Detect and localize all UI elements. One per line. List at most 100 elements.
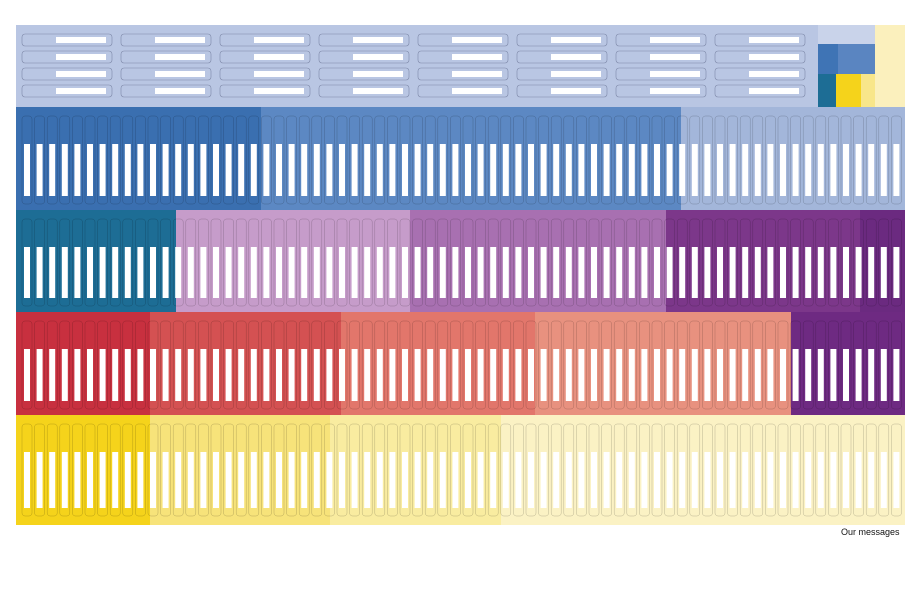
tag-label — [414, 349, 421, 401]
tag-outline — [399, 218, 411, 307]
tag-label — [749, 88, 799, 94]
tag-label — [792, 247, 799, 298]
tag-label — [780, 349, 786, 401]
tag-outline — [777, 218, 789, 307]
tag-outline — [172, 218, 184, 307]
tag-label — [616, 247, 623, 298]
tag-outline — [210, 115, 222, 205]
tag-outline — [487, 320, 499, 410]
tag-outline — [702, 115, 713, 205]
tag-label — [650, 37, 700, 43]
tag-outline — [790, 115, 801, 205]
tag-outline — [878, 320, 890, 410]
tag-label — [124, 452, 131, 508]
tag-label — [817, 349, 824, 401]
tag-outline — [412, 218, 423, 307]
tag-outline — [349, 115, 360, 205]
tag-outline — [21, 33, 113, 47]
caption: Our messages — [841, 527, 900, 537]
tag-outline — [374, 115, 386, 205]
tag-label — [200, 452, 207, 508]
tag-outline — [765, 320, 776, 410]
tag-outline — [336, 423, 348, 517]
tag-outline — [626, 423, 638, 517]
tag-label — [250, 349, 257, 401]
tag-label — [87, 452, 93, 508]
tag-outline — [615, 67, 707, 81]
tag-label — [679, 247, 686, 298]
tag-label — [389, 144, 396, 196]
tag-outline — [651, 320, 663, 410]
tag-label — [616, 349, 623, 401]
tag-label — [515, 144, 522, 196]
tag-label — [490, 247, 497, 298]
tag-label — [729, 247, 736, 298]
tag-label — [254, 88, 304, 94]
tag-label — [56, 37, 106, 43]
tag-outline — [248, 115, 260, 205]
tag-outline — [223, 218, 234, 307]
tag-outline — [563, 115, 575, 205]
tag-outline — [878, 218, 890, 307]
tag-outline — [588, 423, 600, 517]
tag-outline — [639, 218, 650, 307]
tag-outline — [878, 115, 890, 205]
tag-label — [628, 247, 635, 298]
tag-outline — [97, 115, 108, 205]
tag-label — [502, 452, 509, 508]
tag-outline — [336, 218, 348, 307]
tag-outline — [462, 320, 474, 410]
tag-label — [691, 452, 698, 508]
tag-outline — [21, 67, 113, 81]
tag-outline — [615, 84, 707, 98]
tag-label — [780, 144, 786, 196]
tag-outline — [417, 50, 509, 64]
tag-label — [553, 349, 560, 401]
tag-outline — [613, 423, 625, 517]
tag-outline — [702, 423, 713, 517]
tag-outline — [219, 67, 311, 81]
tag-outline — [815, 320, 827, 410]
tag-outline — [576, 423, 587, 517]
tag-outline — [865, 218, 877, 307]
tag-outline — [21, 423, 33, 517]
block — [838, 44, 875, 74]
tag-outline — [84, 320, 96, 410]
tag-label — [326, 247, 333, 298]
tag-outline — [525, 115, 537, 205]
tag-label — [805, 452, 812, 508]
tag-label — [313, 452, 320, 508]
tag-label — [353, 71, 403, 77]
tag-outline — [235, 115, 247, 205]
tag-label — [427, 144, 434, 196]
tag-outline — [815, 423, 827, 517]
tag-outline — [601, 320, 612, 410]
tag-outline — [399, 320, 411, 410]
tag-label — [805, 144, 812, 196]
block — [535, 312, 791, 415]
tag-label — [74, 247, 81, 298]
tag-label — [112, 247, 119, 298]
tag-label — [200, 247, 207, 298]
tag-label — [124, 247, 131, 298]
tag-outline — [752, 218, 764, 307]
block — [341, 312, 535, 415]
tag-label — [364, 144, 371, 196]
tag-label — [238, 349, 245, 401]
tag-label — [603, 247, 610, 298]
tag-outline — [261, 423, 272, 517]
tag-label — [402, 247, 408, 298]
tag-label — [817, 144, 824, 196]
tag-label — [880, 247, 887, 298]
tag-outline — [198, 115, 209, 205]
tag-label — [87, 247, 93, 298]
tag-outline — [525, 423, 537, 517]
tag-label — [427, 349, 434, 401]
tag-label — [477, 247, 484, 298]
tag-label — [439, 247, 446, 298]
tag-outline — [777, 423, 789, 517]
tag-label — [427, 452, 434, 508]
tag-outline — [147, 218, 159, 307]
block — [666, 210, 860, 312]
tag-outline — [639, 320, 650, 410]
